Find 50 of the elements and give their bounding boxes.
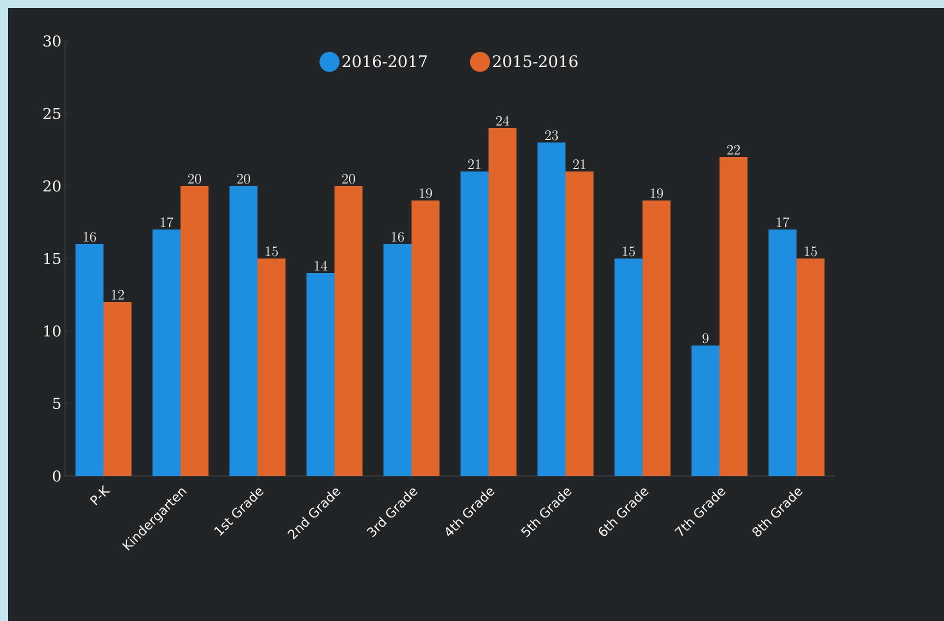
bar: [538, 142, 566, 476]
data-label: 24: [496, 116, 510, 126]
data-label: 20: [188, 174, 201, 184]
legend-label: 2015-2016: [493, 55, 578, 68]
bar: [768, 229, 797, 476]
bar: [258, 258, 286, 476]
data-label: 16: [392, 232, 404, 242]
data-label: 20: [342, 174, 355, 184]
data-label: 16: [84, 232, 96, 242]
bar: [104, 302, 132, 476]
bar: [692, 345, 720, 476]
y-tick-label: 30: [44, 35, 60, 47]
bar: [614, 258, 643, 476]
bar: [180, 186, 209, 476]
bar: [412, 200, 440, 476]
data-label: 19: [420, 188, 432, 198]
y-tick-label: 25: [43, 108, 60, 120]
data-label: 22: [727, 144, 740, 154]
bar: [460, 171, 489, 476]
legend-label: 2016-2017: [342, 55, 427, 68]
y-tick-label: 15: [44, 252, 60, 264]
y-tick-label: 5: [53, 398, 60, 410]
data-label: 20: [237, 174, 250, 184]
data-label: 9: [702, 333, 708, 344]
data-label: 15: [266, 246, 278, 256]
bar: [306, 272, 335, 476]
bar: [642, 200, 671, 476]
bar: [334, 186, 363, 476]
bar: [152, 229, 181, 476]
bar: [566, 171, 594, 476]
x-tick-label: P-K: [90, 484, 110, 506]
data-label: 17: [776, 217, 790, 228]
y-tick-label: 0: [52, 470, 60, 482]
data-label: 23: [545, 130, 558, 140]
bar: [230, 186, 258, 476]
bar: [384, 244, 412, 476]
bar: [488, 128, 517, 476]
bar: [76, 244, 104, 476]
bar: [796, 258, 825, 476]
data-label: 12: [112, 290, 124, 300]
data-label: 17: [160, 217, 174, 228]
data-label: 14: [314, 260, 328, 270]
data-label: 15: [622, 246, 635, 256]
y-tick-label: 20: [43, 180, 60, 192]
data-label: 21: [468, 159, 480, 169]
data-label: 19: [650, 188, 663, 198]
data-label: 15: [804, 246, 817, 256]
data-label: 21: [573, 159, 586, 169]
bar: [720, 156, 748, 476]
y-tick-label: 10: [44, 325, 60, 337]
